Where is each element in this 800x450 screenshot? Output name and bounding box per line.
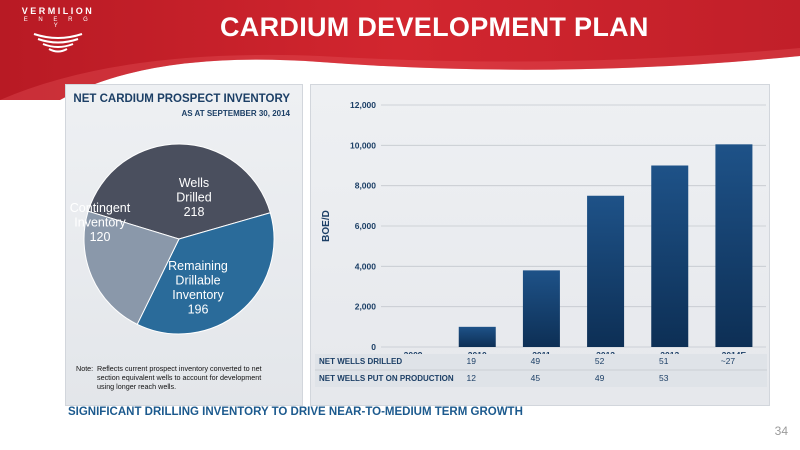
footnote-line: Reflects current prospect inventory conv… bbox=[97, 364, 262, 373]
inventory-panel: NET CARDIUM PROSPECT INVENTORY AS AT SEP… bbox=[65, 84, 303, 406]
table-background bbox=[315, 354, 767, 387]
pie-slice bbox=[87, 143, 271, 240]
bar bbox=[715, 144, 753, 347]
logo-emblem-icon bbox=[33, 33, 83, 53]
footnote-label: Note: bbox=[76, 364, 94, 373]
table-cell: 49 bbox=[595, 373, 605, 383]
company-logo: VERMILION E N E R G Y bbox=[18, 6, 98, 66]
slide-tagline: SIGNIFICANT DRILLING INVENTORY TO DRIVE … bbox=[68, 406, 523, 418]
table-cell: 53 bbox=[659, 373, 669, 383]
y-axis-label: BOE/D bbox=[321, 210, 332, 242]
pie-slice-label: Remaining Drillable Inventory 196 bbox=[168, 259, 228, 317]
logo-subtext: E N E R G Y bbox=[23, 17, 93, 29]
table-cell: 19 bbox=[467, 356, 477, 366]
y-tick-label: 8,000 bbox=[355, 181, 377, 191]
table-cell: 45 bbox=[531, 373, 541, 383]
pie-slice-label: Wells Drilled 218 bbox=[176, 176, 211, 219]
y-tick-label: 4,000 bbox=[355, 261, 377, 271]
y-tick-label: 0 bbox=[371, 342, 376, 352]
table-row-label: NET WELLS DRILLED bbox=[319, 357, 402, 366]
table-cell: 49 bbox=[531, 356, 541, 366]
bar bbox=[651, 165, 689, 347]
header-band bbox=[0, 0, 800, 100]
bar bbox=[458, 326, 496, 347]
bar-chart: 02,0004,0006,0008,00010,00012,000BOE/D20… bbox=[315, 100, 767, 387]
slide-title: CARDIUM DEVELOPMENT PLAN bbox=[220, 12, 649, 42]
y-tick-label: 6,000 bbox=[355, 221, 377, 231]
footnote-line: section equivalent wells to account for … bbox=[97, 373, 262, 383]
pie-title: NET CARDIUM PROSPECT INVENTORY bbox=[73, 93, 290, 105]
pie-slice bbox=[83, 210, 180, 325]
y-tick-label: 12,000 bbox=[350, 100, 376, 110]
pie-chart: Wells Drilled 218 Remaining Drillable Invento… bbox=[70, 143, 275, 335]
y-tick-label: 2,000 bbox=[355, 302, 377, 312]
table-cell: 52 bbox=[595, 356, 605, 366]
production-panel: 02,0004,0006,0008,00010,00012,000BOE/D20… bbox=[310, 84, 770, 406]
pie-slice-label: Contingent Inventory 120 bbox=[70, 201, 131, 244]
bar bbox=[522, 270, 560, 347]
footnote-line: using longer reach wells. bbox=[97, 382, 177, 392]
table-cell: ~27 bbox=[721, 356, 736, 366]
pie-subtitle: AS AT SEPTEMBER 30, 2014 bbox=[181, 109, 290, 118]
logo-wordmark: VERMILION bbox=[21, 6, 95, 16]
table-row-label: NET WELLS PUT ON PRODUCTION bbox=[319, 374, 454, 383]
pie-slice bbox=[136, 212, 275, 335]
table-cell: 12 bbox=[467, 373, 477, 383]
table-cell: 51 bbox=[659, 356, 669, 366]
page-number: 34 bbox=[774, 424, 788, 438]
bar bbox=[587, 195, 625, 347]
y-tick-label: 10,000 bbox=[350, 140, 376, 150]
